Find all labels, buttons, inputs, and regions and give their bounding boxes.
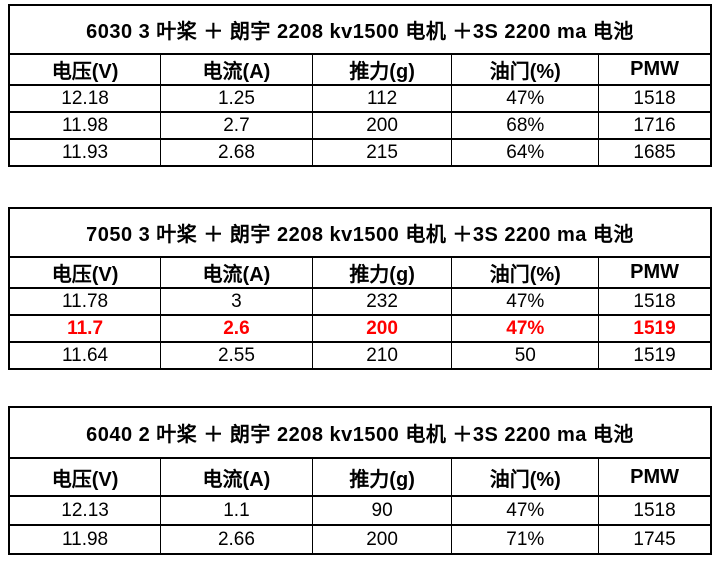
- cell-voltage: 12.18: [8, 84, 162, 113]
- cell-pmw: 1685: [598, 138, 712, 167]
- table-row: 11.78 3 232 47% 1518: [8, 287, 712, 316]
- table-row: 11.98 2.66 200 71% 1745: [8, 524, 712, 555]
- column-header-throttle: 油门(%): [451, 256, 600, 289]
- cell-voltage: 11.93: [8, 138, 162, 167]
- test-table-7050: 7050 3 叶桨 ＋ 朗宇 2208 kv1500 电机 ＋3S 2200 m…: [8, 207, 712, 370]
- cell-throttle: 47%: [451, 287, 600, 316]
- cell-thrust: 215: [311, 138, 453, 167]
- cell-throttle: 50: [451, 341, 600, 370]
- table-row-highlighted: 11.7 2.6 200 47% 1519: [8, 314, 712, 343]
- cell-current: 3: [160, 287, 313, 316]
- column-header-current: 电流(A): [160, 256, 313, 289]
- cell-voltage: 11.7: [8, 314, 162, 343]
- cell-throttle: 47%: [451, 314, 600, 343]
- cell-voltage: 11.98: [8, 111, 162, 140]
- cell-pmw: 1518: [598, 287, 712, 316]
- cell-current: 2.68: [160, 138, 313, 167]
- cell-throttle: 47%: [451, 84, 600, 113]
- column-header-pmw: PMW: [598, 457, 712, 497]
- table-title: 6030 3 叶桨 ＋ 朗宇 2208 kv1500 电机 ＋3S 2200 m…: [8, 4, 712, 55]
- table-title: 7050 3 叶桨 ＋ 朗宇 2208 kv1500 电机 ＋3S 2200 m…: [8, 207, 712, 258]
- cell-thrust: 200: [311, 314, 453, 343]
- cell-current: 2.55: [160, 341, 313, 370]
- cell-throttle: 68%: [451, 111, 600, 140]
- cell-pmw: 1518: [598, 84, 712, 113]
- cell-voltage: 12.13: [8, 495, 162, 526]
- cell-current: 2.66: [160, 524, 313, 555]
- cell-throttle: 71%: [451, 524, 600, 555]
- cell-thrust: 200: [311, 524, 453, 555]
- column-header-thrust: 推力(g): [311, 256, 453, 289]
- cell-thrust: 210: [311, 341, 453, 370]
- column-header-pmw: PMW: [598, 256, 712, 289]
- column-header-current: 电流(A): [160, 53, 313, 86]
- column-header-voltage: 电压(V): [8, 256, 162, 289]
- column-header-current: 电流(A): [160, 457, 313, 497]
- cell-thrust: 112: [311, 84, 453, 113]
- table-header-row: 电压(V) 电流(A) 推力(g) 油门(%) PMW: [8, 256, 712, 289]
- column-header-voltage: 电压(V): [8, 53, 162, 86]
- cell-voltage: 11.98: [8, 524, 162, 555]
- table-row: 11.93 2.68 215 64% 1685: [8, 138, 712, 167]
- cell-pmw: 1519: [598, 314, 712, 343]
- column-header-thrust: 推力(g): [311, 457, 453, 497]
- table-row: 11.64 2.55 210 50 1519: [8, 341, 712, 370]
- cell-voltage: 11.78: [8, 287, 162, 316]
- cell-current: 2.7: [160, 111, 313, 140]
- test-table-6040: 6040 2 叶桨 ＋ 朗宇 2208 kv1500 电机 ＋3S 2200 m…: [8, 406, 712, 555]
- table-title-row: 6040 2 叶桨 ＋ 朗宇 2208 kv1500 电机 ＋3S 2200 m…: [8, 406, 712, 459]
- table-row: 12.18 1.25 112 47% 1518: [8, 84, 712, 113]
- column-header-throttle: 油门(%): [451, 457, 600, 497]
- cell-pmw: 1518: [598, 495, 712, 526]
- column-header-voltage: 电压(V): [8, 457, 162, 497]
- cell-current: 1.25: [160, 84, 313, 113]
- table-row: 11.98 2.7 200 68% 1716: [8, 111, 712, 140]
- column-header-pmw: PMW: [598, 53, 712, 86]
- column-header-throttle: 油门(%): [451, 53, 600, 86]
- cell-pmw: 1519: [598, 341, 712, 370]
- cell-pmw: 1745: [598, 524, 712, 555]
- table-header-row: 电压(V) 电流(A) 推力(g) 油门(%) PMW: [8, 53, 712, 86]
- cell-throttle: 64%: [451, 138, 600, 167]
- cell-pmw: 1716: [598, 111, 712, 140]
- cell-thrust: 232: [311, 287, 453, 316]
- cell-throttle: 47%: [451, 495, 600, 526]
- cell-thrust: 90: [311, 495, 453, 526]
- column-header-thrust: 推力(g): [311, 53, 453, 86]
- table-row: 12.13 1.1 90 47% 1518: [8, 495, 712, 526]
- cell-voltage: 11.64: [8, 341, 162, 370]
- cell-current: 2.6: [160, 314, 313, 343]
- table-title-row: 7050 3 叶桨 ＋ 朗宇 2208 kv1500 电机 ＋3S 2200 m…: [8, 207, 712, 258]
- cell-current: 1.1: [160, 495, 313, 526]
- table-header-row: 电压(V) 电流(A) 推力(g) 油门(%) PMW: [8, 457, 712, 497]
- table-title-row: 6030 3 叶桨 ＋ 朗宇 2208 kv1500 电机 ＋3S 2200 m…: [8, 4, 712, 55]
- test-table-6030: 6030 3 叶桨 ＋ 朗宇 2208 kv1500 电机 ＋3S 2200 m…: [8, 4, 712, 167]
- cell-thrust: 200: [311, 111, 453, 140]
- table-title: 6040 2 叶桨 ＋ 朗宇 2208 kv1500 电机 ＋3S 2200 m…: [8, 406, 712, 459]
